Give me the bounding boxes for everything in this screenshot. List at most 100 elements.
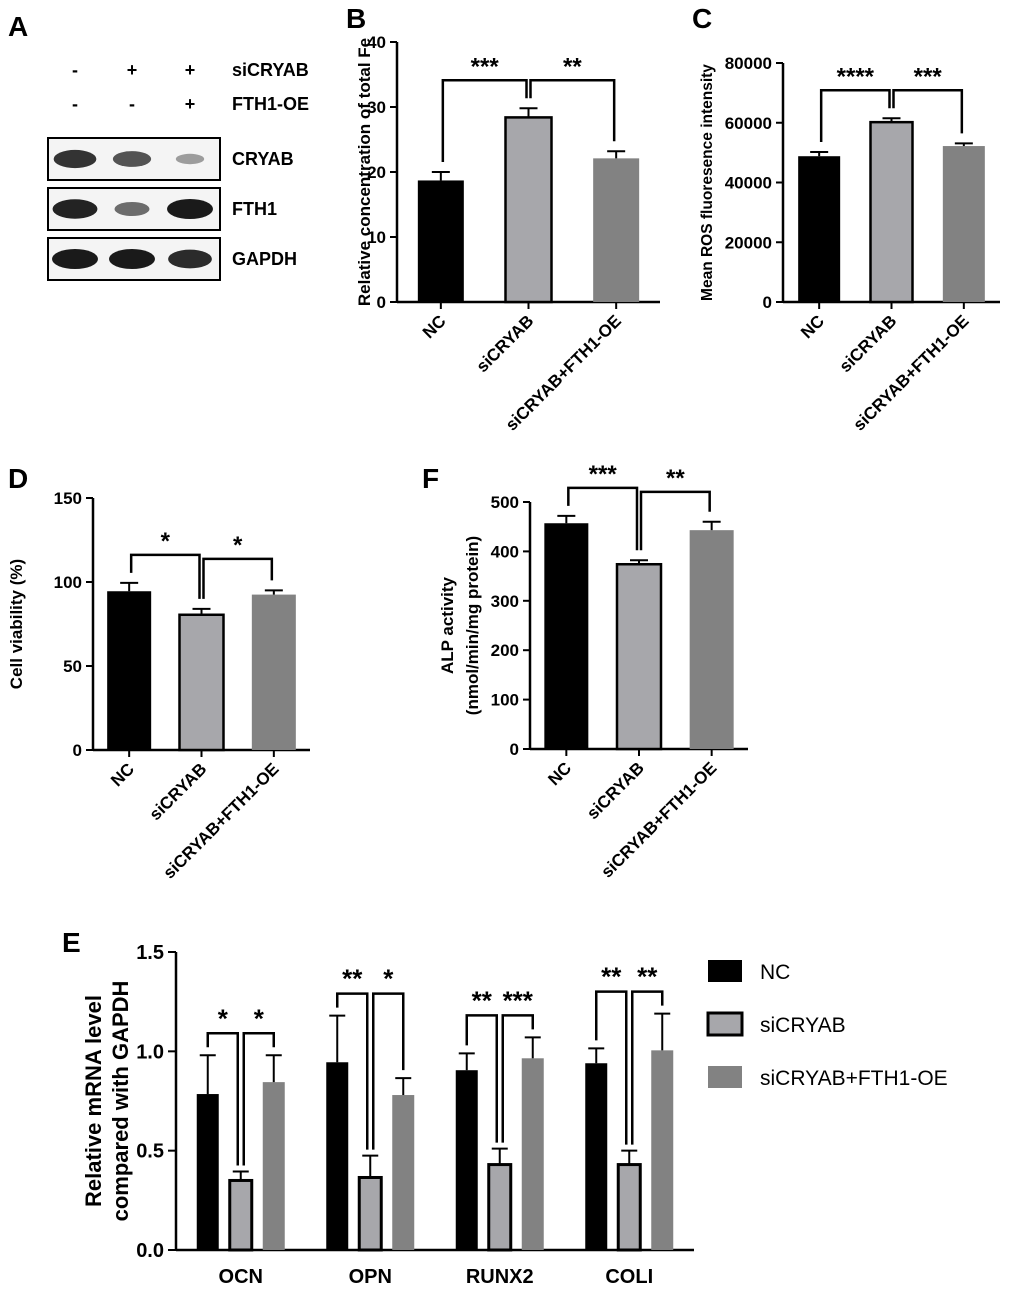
blot-band xyxy=(53,149,97,169)
significance-label: ** xyxy=(637,962,658,992)
y-axis-label: Relative mRNA level xyxy=(81,995,106,1207)
y-tick-label: 500 xyxy=(491,493,519,512)
y-tick-label: 40 xyxy=(367,33,386,52)
panel-label-a: A xyxy=(8,11,28,42)
y-axis-label-2: compared with GAPDH xyxy=(108,981,133,1222)
significance-bracket xyxy=(639,490,711,551)
bar-ocn-nc xyxy=(196,1094,219,1250)
significance-label: ** xyxy=(563,53,582,80)
y-tick-label: 200 xyxy=(491,641,519,660)
significance-bracket xyxy=(372,992,405,1150)
x-tick-label: NC xyxy=(544,758,575,789)
significance-bracket xyxy=(567,486,639,551)
x-tick-label: siCRYAB xyxy=(836,311,901,376)
blot-band xyxy=(109,249,155,269)
significance-bracket xyxy=(202,557,274,599)
condition-mark: + xyxy=(185,60,196,80)
legend-swatch-sicryab xyxy=(706,1011,744,1037)
y-tick-label: 0 xyxy=(73,741,82,760)
bar-coli-sicryab-fth1-oe xyxy=(651,1050,674,1250)
significance-label: ** xyxy=(601,962,622,992)
y-tick-label: 100 xyxy=(54,573,82,592)
bar-nc xyxy=(544,523,589,749)
bar-runx2-nc xyxy=(455,1070,478,1250)
bar-sicryab-fth1-oe xyxy=(251,594,296,750)
significance-bracket xyxy=(129,553,201,599)
y-axis-label-2: (nmol/min/mg protein) xyxy=(463,536,482,715)
y-tick-label: 80000 xyxy=(725,54,772,73)
bar-sicryab-fth1-oe xyxy=(942,146,985,302)
significance-bracket xyxy=(595,990,628,1145)
x-tick-label: OPN xyxy=(349,1266,392,1288)
legend-label: NC xyxy=(760,961,790,984)
blot-band xyxy=(112,151,152,167)
bar-nc xyxy=(798,156,841,302)
x-tick-label: siCRYAB xyxy=(583,758,648,823)
y-tick-label: 300 xyxy=(491,592,519,611)
legend-label: siCRYAB xyxy=(760,1014,846,1037)
condition-mark: + xyxy=(127,60,138,80)
bar-runx2-sicryab-fth1-oe xyxy=(521,1058,544,1250)
y-axis-label: Mean ROS fluoresence intensity xyxy=(699,64,716,301)
panel-label-d: D xyxy=(8,463,28,494)
panel-label-e: E xyxy=(62,927,81,958)
blot-band xyxy=(52,199,98,219)
significance-bracket xyxy=(206,1032,239,1166)
chart-ros-intensity: 0 20000 40000 60000 80000 Mean ROS fluoresenc… xyxy=(699,54,1000,434)
chart-mrna-levels: 0.0 0.5 1.0 1.5 Relative mRNA level compared … xyxy=(81,942,948,1288)
condition-mark: + xyxy=(185,94,196,114)
x-tick-label: OCN xyxy=(219,1266,263,1288)
y-tick-label: 40000 xyxy=(725,174,772,193)
y-tick-label: 0.0 xyxy=(136,1240,164,1262)
condition-label: siCRYAB xyxy=(232,60,309,80)
significance-label: * xyxy=(218,1003,229,1033)
significance-label: *** xyxy=(914,63,943,90)
chart-alp-activity: 0 100 200 300 400 500 ALP activity (nmol/min/mg… xyxy=(438,461,748,881)
y-tick-label: 1.0 xyxy=(136,1041,164,1063)
significance-bracket xyxy=(892,89,964,134)
western-blot-panel: - + + siCRYAB - - + FTH1-OE CRYAB FTH1 GAPDH xyxy=(47,60,309,281)
y-tick-label: 30 xyxy=(367,98,386,117)
x-tick-label: NC xyxy=(419,311,450,342)
significance-label: * xyxy=(254,1003,265,1033)
y-tick-label: 150 xyxy=(54,489,82,508)
blot-band xyxy=(168,249,212,269)
band-label: CRYAB xyxy=(232,149,294,169)
significance-bracket xyxy=(631,990,664,1145)
y-tick-label: 50 xyxy=(63,657,82,676)
condition-mark: - xyxy=(129,94,135,114)
bar-opn-sicryab-fth1-oe xyxy=(392,1095,415,1250)
bar-ocn-sicryab-fth1-oe xyxy=(262,1082,285,1250)
significance-label: *** xyxy=(589,461,618,488)
panel-label-c: C xyxy=(692,3,712,34)
bar-runx2-sicryab xyxy=(487,1163,513,1252)
x-tick-label: COLI xyxy=(605,1266,653,1288)
legend-swatch-sicryab-fth1-oe xyxy=(708,1066,742,1088)
bar-nc xyxy=(417,180,464,302)
y-tick-label: 0 xyxy=(377,293,386,312)
y-tick-label: 60000 xyxy=(725,114,772,133)
x-tick-label: RUNX2 xyxy=(466,1266,534,1288)
y-tick-label: 20 xyxy=(367,163,386,182)
bar-sicryab xyxy=(178,613,225,752)
y-tick-label: 1.5 xyxy=(136,942,164,964)
bar-coli-sicryab xyxy=(616,1163,642,1252)
x-tick-label: NC xyxy=(107,759,138,790)
y-axis-label: Cell viability (%) xyxy=(7,559,26,689)
significance-bracket xyxy=(336,992,369,1150)
bar-sicryab-fth1-oe xyxy=(689,530,734,749)
bar-sicryab xyxy=(615,562,663,751)
band-label: GAPDH xyxy=(232,249,297,269)
significance-label: **** xyxy=(837,63,875,90)
blot-band xyxy=(167,199,213,219)
y-axis-label: Relative concentration of total Fe xyxy=(355,38,374,306)
significance-bracket xyxy=(819,89,891,143)
significance-label: ** xyxy=(472,985,493,1015)
blot-band xyxy=(52,249,98,269)
bar-sicryab-fth1-oe xyxy=(593,158,640,302)
blot-band xyxy=(175,153,205,165)
significance-label: * xyxy=(233,532,243,559)
